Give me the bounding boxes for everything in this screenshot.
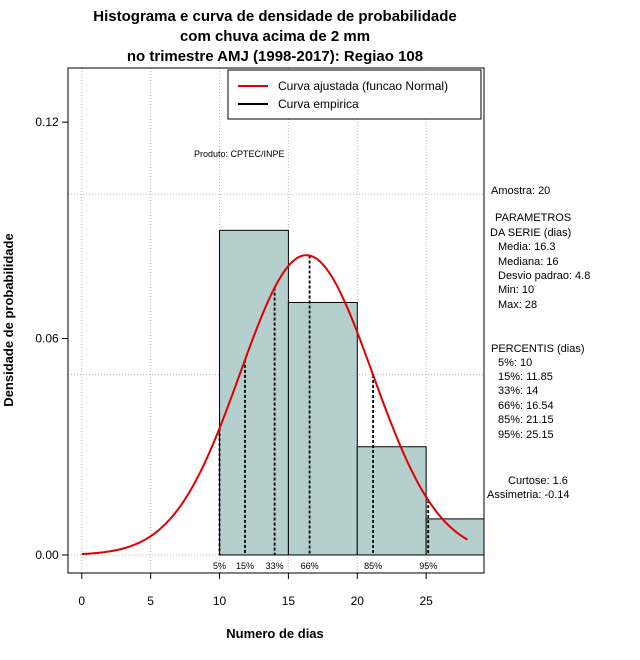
param-max: Max: 28 xyxy=(498,299,537,311)
y-tick-label-0: 0.00 xyxy=(35,548,59,562)
x-tick-label-3: 15 xyxy=(282,594,296,608)
percentile-label-5: 95% xyxy=(419,561,437,571)
sample-size: Amostra: 20 xyxy=(491,185,550,197)
y-axis: 0.00 0.06 0.12 xyxy=(35,115,69,562)
x-axis-label: Numero de dias xyxy=(226,626,324,641)
percentile-label-0: 5% xyxy=(213,561,226,571)
x-axis: 0 5 10 15 20 25 xyxy=(78,572,433,608)
histogram-bar-2 xyxy=(356,446,427,556)
param-min: Min: 10 xyxy=(498,284,534,296)
y-tick-label-2: 0.12 xyxy=(35,115,59,129)
x-tick-label-1: 5 xyxy=(147,594,154,608)
percentil-85: 85%: 21.15 xyxy=(498,414,554,426)
normal-curve xyxy=(81,254,468,556)
params-heading-2: DA SERIE (dias) xyxy=(490,227,571,239)
param-sd: Desvio padrao: 4.8 xyxy=(498,270,590,282)
histogram-bar-0 xyxy=(219,229,289,556)
x-tick-label-5: 25 xyxy=(419,594,433,608)
param-mean: Media: 16.3 xyxy=(498,241,555,253)
percentil-15: 15%: 11.85 xyxy=(498,371,553,383)
legend-normal-label: Curva ajustada (funcao Normal) xyxy=(278,79,448,93)
y-axis-label: Densidade de probabilidade xyxy=(1,233,16,406)
params-heading-1: PARAMETROS xyxy=(495,212,571,224)
percentile-label-2: 33% xyxy=(266,561,284,571)
legend-box xyxy=(227,69,482,120)
percentile-label-3: 66% xyxy=(301,561,319,571)
legend: Curva ajustada (funcao Normal) Curva emp… xyxy=(227,69,482,120)
percentile-labels: 5% 15% 33% 66% 85% 95% xyxy=(213,561,437,571)
percentile-label-1: 15% xyxy=(236,561,254,571)
chart-title-line-1: Histograma e curva de densidade de proba… xyxy=(93,8,456,25)
x-tick-label-0: 0 xyxy=(78,594,85,608)
param-median: Mediana: 16 xyxy=(498,256,559,268)
y-tick-label-1: 0.06 xyxy=(35,332,59,346)
histogram-bar-1 xyxy=(287,301,358,556)
legend-empirical-label: Curva empirica xyxy=(278,97,359,111)
x-tick-label-4: 20 xyxy=(351,594,365,608)
histogram-bar-3 xyxy=(425,518,485,556)
stats-panel: Amostra: 20 PARAMETROS DA SERIE (dias) M… xyxy=(487,185,590,501)
product-label: Produto: CPTEC/INPE xyxy=(194,149,285,159)
skewness: Assimetria: -0.14 xyxy=(487,489,570,501)
percentis-heading: PERCENTIS (dias) xyxy=(491,343,585,355)
chart-title-line-3: no trimestre AMJ (1998-2017): Regiao 108 xyxy=(127,48,423,65)
chart-title-line-2: com chuva acima de 2 mm xyxy=(180,28,370,45)
percentil-66: 66%: 16.54 xyxy=(498,400,554,412)
kurtosis: Curtose: 1.6 xyxy=(508,475,568,487)
percentil-95: 95%: 25.15 xyxy=(498,429,554,441)
percentile-lines xyxy=(218,255,430,555)
percentil-33: 33%: 14 xyxy=(498,385,538,397)
percentile-label-4: 85% xyxy=(364,561,382,571)
percentil-5: 5%: 10 xyxy=(498,357,532,369)
histogram-bars xyxy=(219,229,485,556)
x-tick-label-2: 10 xyxy=(213,594,227,608)
